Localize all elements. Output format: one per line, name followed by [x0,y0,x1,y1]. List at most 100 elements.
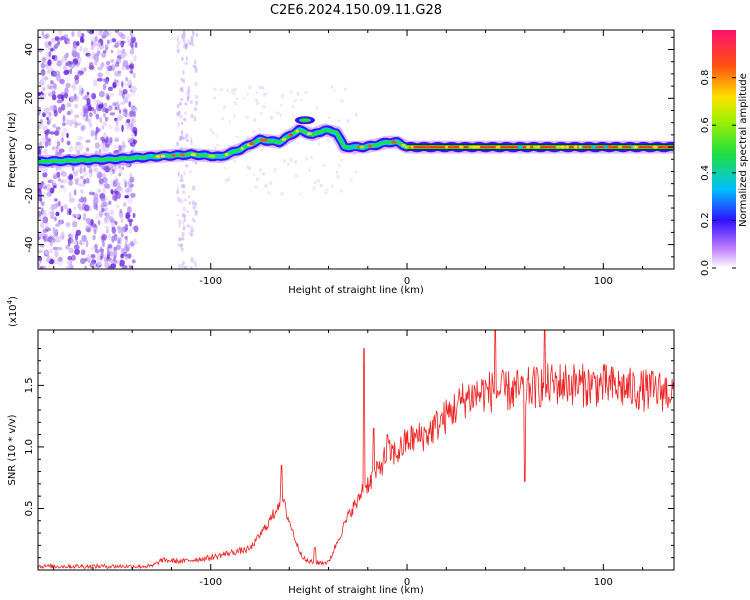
noise-pixel [83,178,87,185]
noise-pixel [176,189,179,195]
snr-multiplier: (x104) [6,296,19,327]
noise-pixel [117,70,122,75]
noise-pixel [316,178,321,183]
noise-pixel [102,187,107,195]
colorbar: 0.0 0.2 0.4 0.6 0.8 Normalized spectral ampl… [700,30,749,276]
noise-pixel [41,31,45,36]
noise-pixel [42,56,49,61]
noise-pixel [73,244,80,250]
noise-pixel [68,263,74,269]
noise-pixel [90,218,94,226]
noise-pixel [128,228,133,234]
y-tick-label: 0 [24,144,35,150]
noise-pixel [103,182,110,189]
noise-pixel [52,83,57,89]
y-tick-label: 1.5 [24,377,35,393]
noise-pixel [114,42,119,48]
noise-pixel [176,185,179,192]
noise-pixel [95,113,99,118]
noise-pixel [130,118,136,125]
noise-pixel [79,166,83,175]
noise-pixel [258,127,261,132]
noise-pixel [293,159,298,164]
noise-pixel [43,148,48,155]
noise-pixel [185,164,189,168]
noise-pixel [67,110,71,116]
noise-pixel [209,128,212,132]
noise-pixel [48,51,52,57]
noise-pixel [126,35,130,42]
noise-pixel [226,88,229,94]
noise-pixel [85,217,91,224]
noise-pixel [182,225,186,231]
noise-pixel [233,160,236,163]
noise-pixel [83,213,87,218]
noise-pixel [106,250,111,258]
noise-pixel [72,44,78,49]
noise-pixel [48,111,52,118]
noise-pixel [94,142,100,149]
ridge-hotspot [391,140,397,144]
noise-pixel [246,165,249,169]
noise-pixel [181,263,184,269]
x-tick-label: -100 [199,577,222,588]
noise-pixel [50,47,54,52]
noise-pixel [102,83,107,91]
noise-pixel [77,183,84,187]
noise-pixel [261,172,266,176]
noise-pixel [130,105,136,111]
noise-pixel [68,175,71,181]
noise-pixel [111,226,116,234]
noise-pixel [87,118,92,125]
noise-pixel [61,122,66,127]
noise-pixel [185,139,189,143]
noise-pixel [177,196,181,203]
noise-pixel [52,123,57,129]
noise-pixel [97,103,104,109]
ridge-hotspot [445,145,449,149]
noise-pixel [180,129,184,136]
noise-pixel [93,167,99,173]
noise-pixel [123,96,129,104]
noise-pixel [66,119,71,126]
noise-pixel [107,86,113,92]
noise-pixel [61,137,64,143]
noise-pixel [103,102,108,108]
colorbar-tick-label: 0.0 [700,260,711,276]
noise-pixel [129,70,134,74]
noise-pixel [177,121,180,128]
noise-pixel [182,78,186,84]
noise-pixel [177,171,180,177]
y-tick-label: 40 [24,43,35,56]
noise-pixel [68,179,73,186]
noise-pixel [100,62,105,68]
noise-pixel [255,101,260,106]
noise-pixel [129,173,133,178]
noise-pixel [333,89,336,92]
noise-pixel [102,240,105,248]
noise-pixel [113,79,119,83]
noise-pixel [228,120,231,123]
noise-pixel [121,80,124,88]
colorbar-tick-label: 0.2 [700,212,711,228]
noise-pixel [53,232,57,238]
noise-pixel [131,139,138,144]
noise-pixel [90,190,93,196]
noise-pixel [109,250,114,257]
noise-pixel [194,100,199,106]
noise-pixel [113,145,118,150]
noise-pixel [101,233,108,241]
noise-pixel [127,218,134,223]
noise-pixel [112,81,117,89]
noise-pixel [120,40,125,48]
noise-pixel [72,213,76,218]
noise-pixel [117,260,120,265]
noise-pixel [90,246,96,251]
noise-pixel [38,191,43,198]
noise-pixel [262,87,265,90]
noise-pixel [176,213,179,217]
noise-pixel [99,117,103,123]
noise-pixel [101,107,106,113]
noise-pixel [85,256,92,262]
noise-pixel [47,92,54,97]
